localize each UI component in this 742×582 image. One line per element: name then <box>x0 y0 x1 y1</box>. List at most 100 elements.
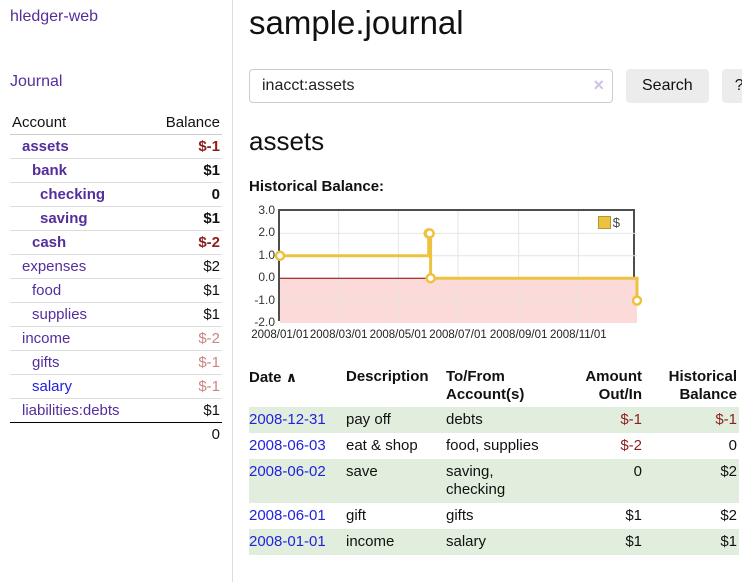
transaction-date-cell: 2008-06-01 <box>249 503 346 529</box>
search-input[interactable] <box>249 69 613 103</box>
transaction-date-link[interactable]: 2008-01-01 <box>249 533 326 550</box>
chart-plot-area[interactable]: $ <box>274 209 643 323</box>
transaction-amount: $1 <box>562 529 644 555</box>
account-balance: $2 <box>149 254 222 279</box>
y-tick-label: -2.0 <box>254 315 275 329</box>
account-name-cell: income <box>10 326 150 351</box>
legend-swatch-icon <box>597 216 611 229</box>
page-title: sample.journal <box>249 4 464 41</box>
account-balance: $1 <box>149 278 222 303</box>
transaction-date-link[interactable]: 2008-06-03 <box>249 437 326 454</box>
accounts-total-row: 0 <box>10 422 222 446</box>
register-header-description: Description <box>346 368 429 385</box>
register-header-tofrom: To/From Account(s) <box>446 368 525 403</box>
y-tick-label: 0.0 <box>258 270 275 285</box>
x-tick-label: 2008/03/01 <box>309 329 368 341</box>
account-link-bank[interactable]: bank <box>32 162 68 179</box>
account-row: gifts $-1 <box>10 350 222 375</box>
clear-search-icon[interactable]: × <box>593 75 604 95</box>
accounts-header-account: Account <box>12 114 67 131</box>
y-tick-label: 2.0 <box>258 225 275 240</box>
transaction-balance: $2 <box>644 459 739 503</box>
transaction-date-link[interactable]: 2008-06-02 <box>249 463 326 480</box>
account-link-liabilities-debts[interactable]: liabilities:debts <box>22 402 120 419</box>
register-tbody: 2008-12-31 pay off debts $-1 $-1 2008-06-03 ea… <box>249 407 739 555</box>
register-header-row: Date ∧ Description To/From Account(s) Am… <box>249 365 739 407</box>
account-balance: $-1 <box>149 350 222 375</box>
transaction-date-link[interactable]: 2008-06-01 <box>249 507 326 524</box>
account-balance: 0 <box>149 182 222 207</box>
transaction-balance: 0 <box>728 437 737 454</box>
transaction-date-cell: 2008-06-03 <box>249 433 346 459</box>
account-link-assets[interactable]: assets <box>22 138 69 155</box>
transaction-description: eat & shop <box>346 437 418 454</box>
account-row: cash $-2 <box>10 230 222 255</box>
register-header-balance: Historical Balance <box>668 368 737 403</box>
account-row: food $1 <box>10 278 222 303</box>
account-row: expenses $2 <box>10 254 222 279</box>
x-tick-label: 2008/01/01 <box>251 329 309 341</box>
account-name-cell: gifts <box>10 350 150 375</box>
search-button[interactable]: Search <box>626 69 709 103</box>
transaction-description: pay off <box>346 407 446 433</box>
account-link-expenses[interactable]: expenses <box>22 258 87 275</box>
x-tick-label: 2008/07/01 <box>429 329 487 341</box>
account-heading: assets <box>249 126 325 156</box>
help-button[interactable]: ? <box>721 69 742 103</box>
transaction-date-cell: 2008-12-31 <box>249 407 346 433</box>
transaction-amount: $-1 <box>562 407 644 433</box>
account-balance: $1 <box>149 206 222 231</box>
account-name-cell: liabilities:debts <box>10 398 150 423</box>
transaction-date-link[interactable]: 2008-12-31 <box>249 411 326 428</box>
chart-legend: $ <box>596 215 621 230</box>
account-link-income[interactable]: income <box>22 330 71 347</box>
transaction-amount: $1 <box>625 507 642 524</box>
x-tick-label: 2008/11/01 <box>549 329 607 341</box>
account-row: bank $1 <box>10 158 222 183</box>
y-tick-label: -1.0 <box>254 292 275 307</box>
table-row: 2008-06-01 gift gifts $1 $2 <box>249 503 739 529</box>
accounts-header-row: Account Balance <box>10 111 222 135</box>
account-name-cell: expenses <box>10 254 150 279</box>
account-link-checking[interactable]: checking <box>40 186 106 203</box>
transaction-amount: 0 <box>562 459 644 503</box>
account-link-food[interactable]: food <box>32 282 62 299</box>
register-header-amount: Amount Out/In <box>585 368 642 403</box>
legend-label: $ <box>612 215 620 230</box>
transaction-description: save <box>346 459 446 503</box>
account-balance: $-2 <box>149 230 222 255</box>
register-header-date[interactable]: Date ∧ <box>249 369 298 386</box>
account-row: liabilities:debts $1 <box>10 398 222 423</box>
account-row: supplies $1 <box>10 302 222 327</box>
account-link-saving[interactable]: saving <box>40 210 88 227</box>
account-name-cell: bank <box>10 158 150 183</box>
accounts-tbody: assets $-1 bank $1 checking 0 saving $1 cash $-2 e… <box>10 134 222 423</box>
sidebar: hledger-web Journal Account Balance asse… <box>0 0 233 582</box>
app-title-link[interactable]: hledger-web <box>10 8 99 25</box>
account-link-cash[interactable]: cash <box>32 234 67 251</box>
account-row: saving $1 <box>10 206 222 231</box>
account-balance: $-2 <box>149 326 222 351</box>
account-link-gifts[interactable]: gifts <box>32 354 60 371</box>
account-balance: $-1 <box>149 134 222 159</box>
account-link-salary[interactable]: salary <box>32 378 73 395</box>
transaction-description: gift <box>346 507 367 524</box>
account-name-cell: cash <box>10 230 150 255</box>
journal-nav-link[interactable]: Journal <box>10 73 63 90</box>
y-tick-label: 1.0 <box>258 247 275 262</box>
transaction-amount: $-2 <box>620 437 642 454</box>
register-table: Date ∧ Description To/From Account(s) Am… <box>249 365 739 555</box>
account-link-supplies[interactable]: supplies <box>32 306 88 323</box>
table-row: 2008-01-01 income salary $1 $1 <box>249 529 739 555</box>
accounts-table: Account Balance assets $-1 bank $1 checking 0… <box>10 111 222 446</box>
accounts-total-spacer <box>10 422 150 446</box>
transaction-date-cell: 2008-06-02 <box>249 459 346 503</box>
chart-canvas <box>274 211 643 323</box>
chart-title: Historical Balance: <box>249 178 385 195</box>
account-row: checking 0 <box>10 182 222 207</box>
account-name-cell: saving <box>10 206 150 231</box>
x-tick-label: 2008/05/01 <box>369 329 428 341</box>
accounts-total-balance: 0 <box>149 422 222 446</box>
main-content: sample.journal × Search ? assets Histori… <box>233 0 742 582</box>
